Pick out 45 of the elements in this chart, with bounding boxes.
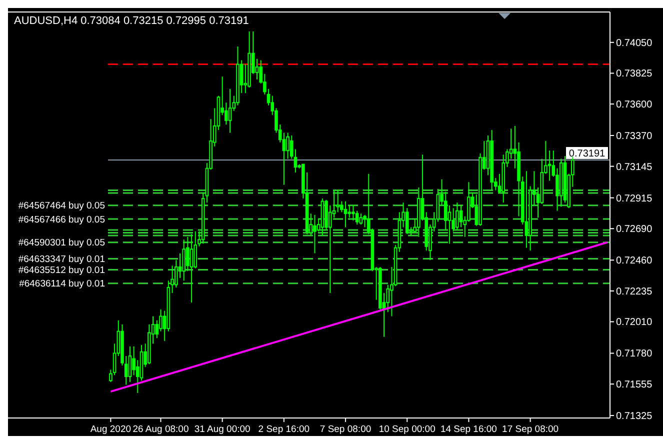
x-tick-label: 7 Sep 08:00 (320, 424, 372, 435)
candlestick (282, 132, 286, 186)
y-tick-label: 0.72235 (616, 286, 653, 298)
y-tick-label: 0.72010 (616, 317, 653, 328)
candlestick (355, 210, 359, 226)
candlestick (352, 204, 355, 221)
x-tick-label: 2 Sep 16:00 (258, 424, 310, 435)
candlestick (344, 200, 348, 228)
y-tick-label: 0.73600 (616, 100, 653, 111)
ref-line-label: #64635512 buy 0.01 (18, 265, 105, 276)
candlestick (228, 88, 232, 134)
chart-title: AUDUSD,H4 0.73084 0.73215 0.72995 0.73191 (14, 15, 249, 27)
ref-line-label: #64567466 buy 0.05 (18, 214, 105, 226)
ref-line-label: #64633347 buy 0.01 (18, 254, 105, 266)
x-tick-label: 17 Sep 08:00 (502, 424, 559, 435)
candlestick (359, 213, 363, 226)
y-tick-label: 0.72690 (616, 224, 653, 236)
y-tick-label: 0.72460 (616, 256, 653, 267)
ref-line-label: 0.73191 (568, 148, 606, 160)
x-tick-label: 31 Aug 00:00 (194, 424, 250, 435)
candlestick (128, 346, 132, 382)
candlestick (509, 128, 513, 160)
candlestick (313, 214, 316, 254)
y-tick-label: 0.73370 (616, 131, 653, 142)
candlestick (456, 202, 459, 230)
candlestick (182, 239, 186, 282)
ref-line-label: #64567464 buy 0.05 (18, 200, 105, 212)
candlestick (190, 234, 194, 304)
x-tick-label: 14 Sep 16:00 (440, 424, 497, 435)
y-tick-label: 0.73145 (616, 162, 653, 173)
candlestick (448, 204, 452, 244)
y-tick-label: 0.71325 (616, 411, 653, 422)
x-tick-label: 26 Aug 08:00 (132, 424, 189, 435)
x-tick-label: 10 Sep 00:00 (378, 424, 436, 435)
candlestick (459, 204, 463, 228)
ref-line-label: #64636114 buy 0.01 (19, 278, 105, 290)
x-tick-label: Aug 2020 (90, 424, 132, 435)
candlestick (524, 170, 528, 248)
y-tick-label: 0.71780 (616, 348, 653, 360)
y-tick-label: 0.72915 (616, 193, 653, 204)
candlestick (348, 204, 352, 218)
y-tick-label: 0.73825 (616, 68, 653, 80)
y-tick-label: 0.74050 (616, 38, 653, 49)
ref-line-label: #64590301 buy 0.05 (18, 238, 105, 249)
y-tick-label: 0.71555 (616, 380, 653, 391)
